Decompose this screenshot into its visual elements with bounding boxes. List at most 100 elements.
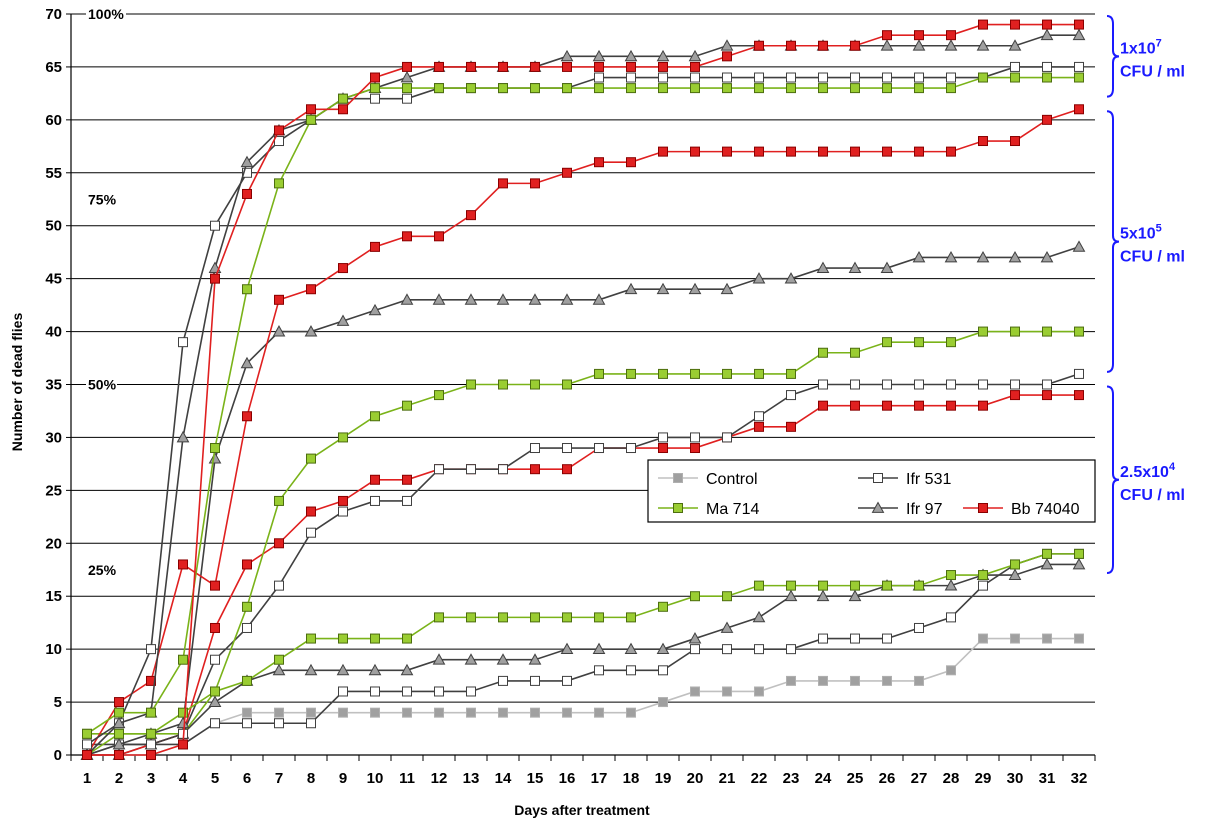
series-point	[146, 675, 156, 686]
series-point	[946, 379, 956, 390]
series-point	[690, 368, 700, 379]
group-label-unit: CFU / ml	[1120, 63, 1185, 80]
series-point	[914, 72, 924, 83]
y-tick-label: 45	[45, 271, 62, 288]
series-point	[656, 49, 670, 62]
series-point	[530, 612, 540, 623]
series-point	[178, 337, 188, 348]
x-tick-label: 9	[339, 770, 347, 787]
legend-label: Control	[706, 471, 758, 488]
series-point	[914, 580, 924, 591]
series-point	[82, 739, 92, 750]
series-point	[1074, 390, 1084, 401]
x-tick-label: 17	[591, 770, 608, 787]
series-point	[498, 379, 508, 390]
x-tick-label: 11	[399, 770, 415, 787]
group-label-unit: CFU / ml	[1120, 249, 1185, 266]
series-point	[466, 464, 476, 475]
series-point	[176, 430, 190, 443]
series-point	[882, 72, 892, 83]
series-point	[912, 39, 926, 51]
series-point	[754, 580, 764, 591]
y-axis-title: Number of dead flies	[9, 313, 25, 452]
series-point	[594, 61, 604, 72]
x-tick-label: 13	[463, 770, 480, 787]
series-point	[722, 644, 732, 655]
series-point	[818, 83, 828, 94]
series-point	[1042, 390, 1052, 401]
series-point	[274, 538, 284, 549]
series-point	[690, 72, 700, 83]
series-point	[402, 61, 412, 72]
series-point	[754, 72, 764, 83]
series-point	[434, 707, 444, 718]
series-point	[240, 155, 254, 168]
series-point	[594, 368, 604, 379]
series-point	[338, 707, 348, 718]
series-point	[688, 632, 702, 644]
series-ma-714-g2	[82, 326, 1084, 760]
series-point	[434, 390, 444, 401]
y-tick-label: 70	[45, 6, 62, 23]
series-point	[242, 188, 252, 199]
series-point	[690, 61, 700, 72]
y-tick-label: 25	[45, 482, 62, 499]
series-point	[338, 104, 348, 115]
series-point	[1008, 568, 1022, 580]
series-point	[402, 83, 412, 94]
series-point	[688, 49, 702, 62]
y-tick-label: 5	[54, 694, 62, 711]
series-point	[944, 39, 958, 51]
y-tick-label: 55	[45, 165, 62, 182]
series-line	[86, 34, 1079, 756]
series-point	[626, 157, 636, 168]
x-tick-label: 21	[719, 770, 736, 787]
series-point	[690, 83, 700, 94]
series-point	[562, 61, 572, 72]
series-point	[1010, 136, 1020, 147]
series-point	[946, 337, 956, 348]
series-point	[434, 612, 444, 623]
series-point	[434, 464, 444, 475]
series-point	[146, 644, 156, 655]
series-point	[1074, 633, 1084, 644]
series-point	[871, 501, 885, 513]
series-point	[658, 72, 668, 83]
series-point	[242, 718, 252, 729]
series-point	[530, 178, 540, 189]
series-point	[882, 675, 892, 686]
series-point	[562, 612, 572, 623]
series-line	[86, 373, 1080, 756]
series-point	[338, 633, 348, 644]
series-point	[786, 72, 796, 83]
series-point	[338, 686, 348, 697]
series-control-control	[82, 633, 1084, 760]
series-point	[82, 728, 92, 739]
series-point	[914, 83, 924, 94]
series-point	[658, 146, 668, 157]
x-tick-label: 1	[83, 770, 91, 787]
series-point	[146, 750, 156, 760]
series-point	[946, 612, 956, 623]
series-point	[658, 665, 668, 676]
legend-label: Ma 714	[706, 501, 759, 518]
series-point	[82, 750, 92, 760]
series-line	[87, 637, 1079, 756]
series-point	[722, 686, 732, 697]
series-point	[530, 379, 540, 390]
legend-item: Ifr 531	[858, 471, 951, 488]
group-brace	[1106, 385, 1120, 575]
series-point	[1008, 39, 1022, 51]
x-tick-label: 16	[559, 770, 576, 787]
y-tick-label: 60	[45, 112, 62, 129]
series-bb-74040-g2	[82, 104, 1084, 760]
series-point	[208, 695, 222, 707]
series-point	[626, 612, 636, 623]
series-point	[722, 368, 732, 379]
series-point	[850, 379, 860, 390]
series-point	[882, 379, 892, 390]
series-point	[626, 368, 636, 379]
series-point	[498, 464, 508, 475]
series-point	[754, 368, 764, 379]
series-point	[786, 421, 796, 432]
